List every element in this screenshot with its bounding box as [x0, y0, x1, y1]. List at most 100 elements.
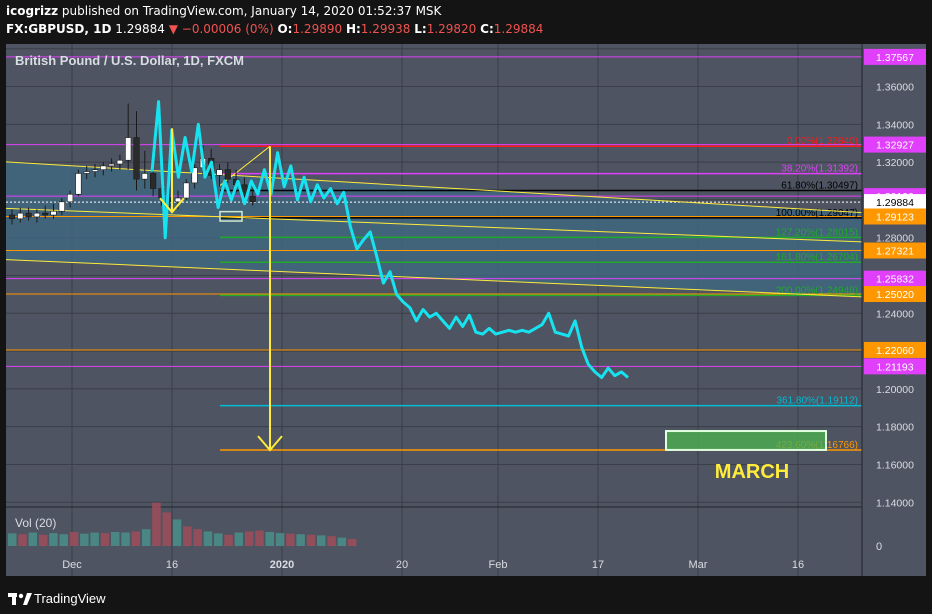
- volume-bar-6: [69, 532, 79, 546]
- candle-body-20: [174, 197, 182, 203]
- price-badge-label-9: 1.21193: [876, 361, 913, 373]
- price-badge-0: [864, 48, 926, 65]
- candle-body-15: [133, 137, 140, 180]
- volume-bar-32: [337, 537, 347, 546]
- volume-bar-5: [59, 534, 68, 546]
- volume-bar-0: [8, 533, 17, 546]
- candle-body-13: [116, 159, 123, 165]
- start-box: [219, 210, 243, 222]
- y-tick-label-3: 1.20000: [876, 384, 914, 396]
- volume-bars: [8, 502, 357, 546]
- candle-body-22: [191, 167, 198, 184]
- y-tick-label-2: 1.18000: [876, 422, 914, 434]
- price-badge-6: [864, 270, 926, 287]
- arrows: [159, 128, 283, 452]
- close-value: 1.29884: [493, 22, 544, 36]
- channel-bottom-line: [5, 259, 863, 298]
- volume-bar-14: [152, 502, 161, 546]
- candle-body-21: [183, 182, 190, 199]
- high-label: H:: [345, 22, 361, 36]
- volume-bar-22: [234, 532, 244, 546]
- tradingview-brand[interactable]: TradingView: [34, 591, 106, 606]
- candle-body-25: [216, 169, 223, 176]
- price-badge-label-0: 1.37567: [876, 52, 914, 64]
- projected-price-path: [150, 100, 629, 379]
- x-tick-label-0: Dec: [62, 559, 82, 571]
- low-value: 1.29820: [426, 22, 477, 36]
- chart-panel: [6, 44, 926, 576]
- publish-info: icogrizz published on TradingView.com, J…: [6, 4, 441, 18]
- last-price: 1.29884: [115, 22, 165, 36]
- symbol-label: FX:GBPUSD, 1D: [6, 22, 112, 36]
- volume-bar-8: [90, 532, 99, 546]
- price-badge-label-7: 1.25020: [876, 289, 914, 301]
- volume-bar-1: [18, 534, 27, 546]
- volume-bar-9: [100, 533, 110, 546]
- candle-body-6: [58, 201, 65, 212]
- fib-label-0: 0.00%(1.32840): [787, 136, 858, 147]
- volume-bar-25: [265, 532, 274, 546]
- fib-label-1: 38.20%(1.31392): [781, 164, 858, 175]
- volume-bar-18: [193, 529, 202, 546]
- volume-bar-23: [244, 531, 254, 546]
- y-tick-label-5: 1.24000: [876, 308, 914, 320]
- volume-bar-7: [80, 533, 89, 546]
- march-annotation: MARCH: [715, 461, 789, 483]
- volume-bar-17: [183, 526, 192, 546]
- publish-text: published on TradingView.com, January 14…: [61, 4, 442, 18]
- channel-mid-line: [5, 207, 863, 243]
- candle-body-12: [108, 163, 115, 167]
- volume-bar-27: [286, 533, 295, 546]
- volume-bar-16: [172, 519, 182, 546]
- x-tick-label-1: 16: [166, 559, 178, 571]
- volume-bar-4: [49, 533, 58, 546]
- x-tick-label-5: 17: [592, 559, 604, 571]
- arrow-down-1-head: [159, 197, 185, 214]
- open-value: 1.29890: [292, 22, 343, 36]
- y-tick-label-11: 1.36000: [876, 82, 914, 94]
- volume-bar-26: [275, 533, 285, 546]
- candle-body-10: [91, 169, 99, 172]
- volume-bar-10: [111, 532, 120, 546]
- arrow-down-2-head: [257, 435, 283, 452]
- y-tick-label-0: 1.14000: [876, 497, 914, 509]
- volume-bar-29: [306, 534, 316, 546]
- volume-bar-30: [317, 535, 326, 546]
- candle-body-7: [67, 193, 74, 203]
- y-tick-label-10: 1.34000: [876, 119, 914, 131]
- volume-bar-3: [38, 534, 48, 546]
- candle-body-5: [50, 210, 57, 216]
- price-badges: 1.375671.329271.301991.298841.291231.273…: [864, 48, 926, 375]
- price-badge-label-6: 1.25832: [876, 274, 914, 286]
- price-chart[interactable]: 0.00%(1.32840) 38.20%(1.31392) 61.80%(1.30…: [0, 0, 932, 576]
- fib-label-6: 200.00%(1.24948): [776, 285, 858, 296]
- candle-body-11: [100, 165, 107, 170]
- volume-bar-11: [121, 532, 130, 546]
- close-label: C:: [480, 22, 494, 36]
- price-badge-label-5: 1.27321: [876, 246, 914, 258]
- price-badge-1: [864, 136, 926, 153]
- candle-body-2: [25, 212, 32, 218]
- volume-bar-21: [224, 534, 233, 546]
- fib-label-2: 61.80%(1.30497): [781, 181, 858, 192]
- candles: [8, 103, 256, 225]
- volume-label: Vol (20): [15, 516, 56, 530]
- open-label: O:: [277, 22, 293, 36]
- price-badge-5: [864, 242, 926, 259]
- candle-body-3: [33, 212, 40, 218]
- volume-bar-28: [296, 534, 305, 546]
- symbol-info: FX:GBPUSD, 1D 1.29884 ▼ −0.00006 (0%) O:…: [6, 22, 543, 36]
- price-badge-label-3: 1.29884: [876, 197, 914, 209]
- fib-label-7: 361.80%(1.19112): [776, 396, 858, 407]
- candle-body-8: [75, 173, 82, 195]
- volume-zero: 0: [876, 541, 882, 553]
- volume-bar-2: [28, 532, 38, 546]
- x-tick-label-4: Feb: [489, 559, 508, 571]
- volume-bar-19: [203, 531, 213, 546]
- candle-body-14: [125, 137, 132, 161]
- price-badge-4: [864, 208, 926, 225]
- candle-body-26: [224, 169, 231, 180]
- author-name: icogrizz: [6, 4, 59, 18]
- price-badge-label-8: 1.22060: [876, 345, 914, 357]
